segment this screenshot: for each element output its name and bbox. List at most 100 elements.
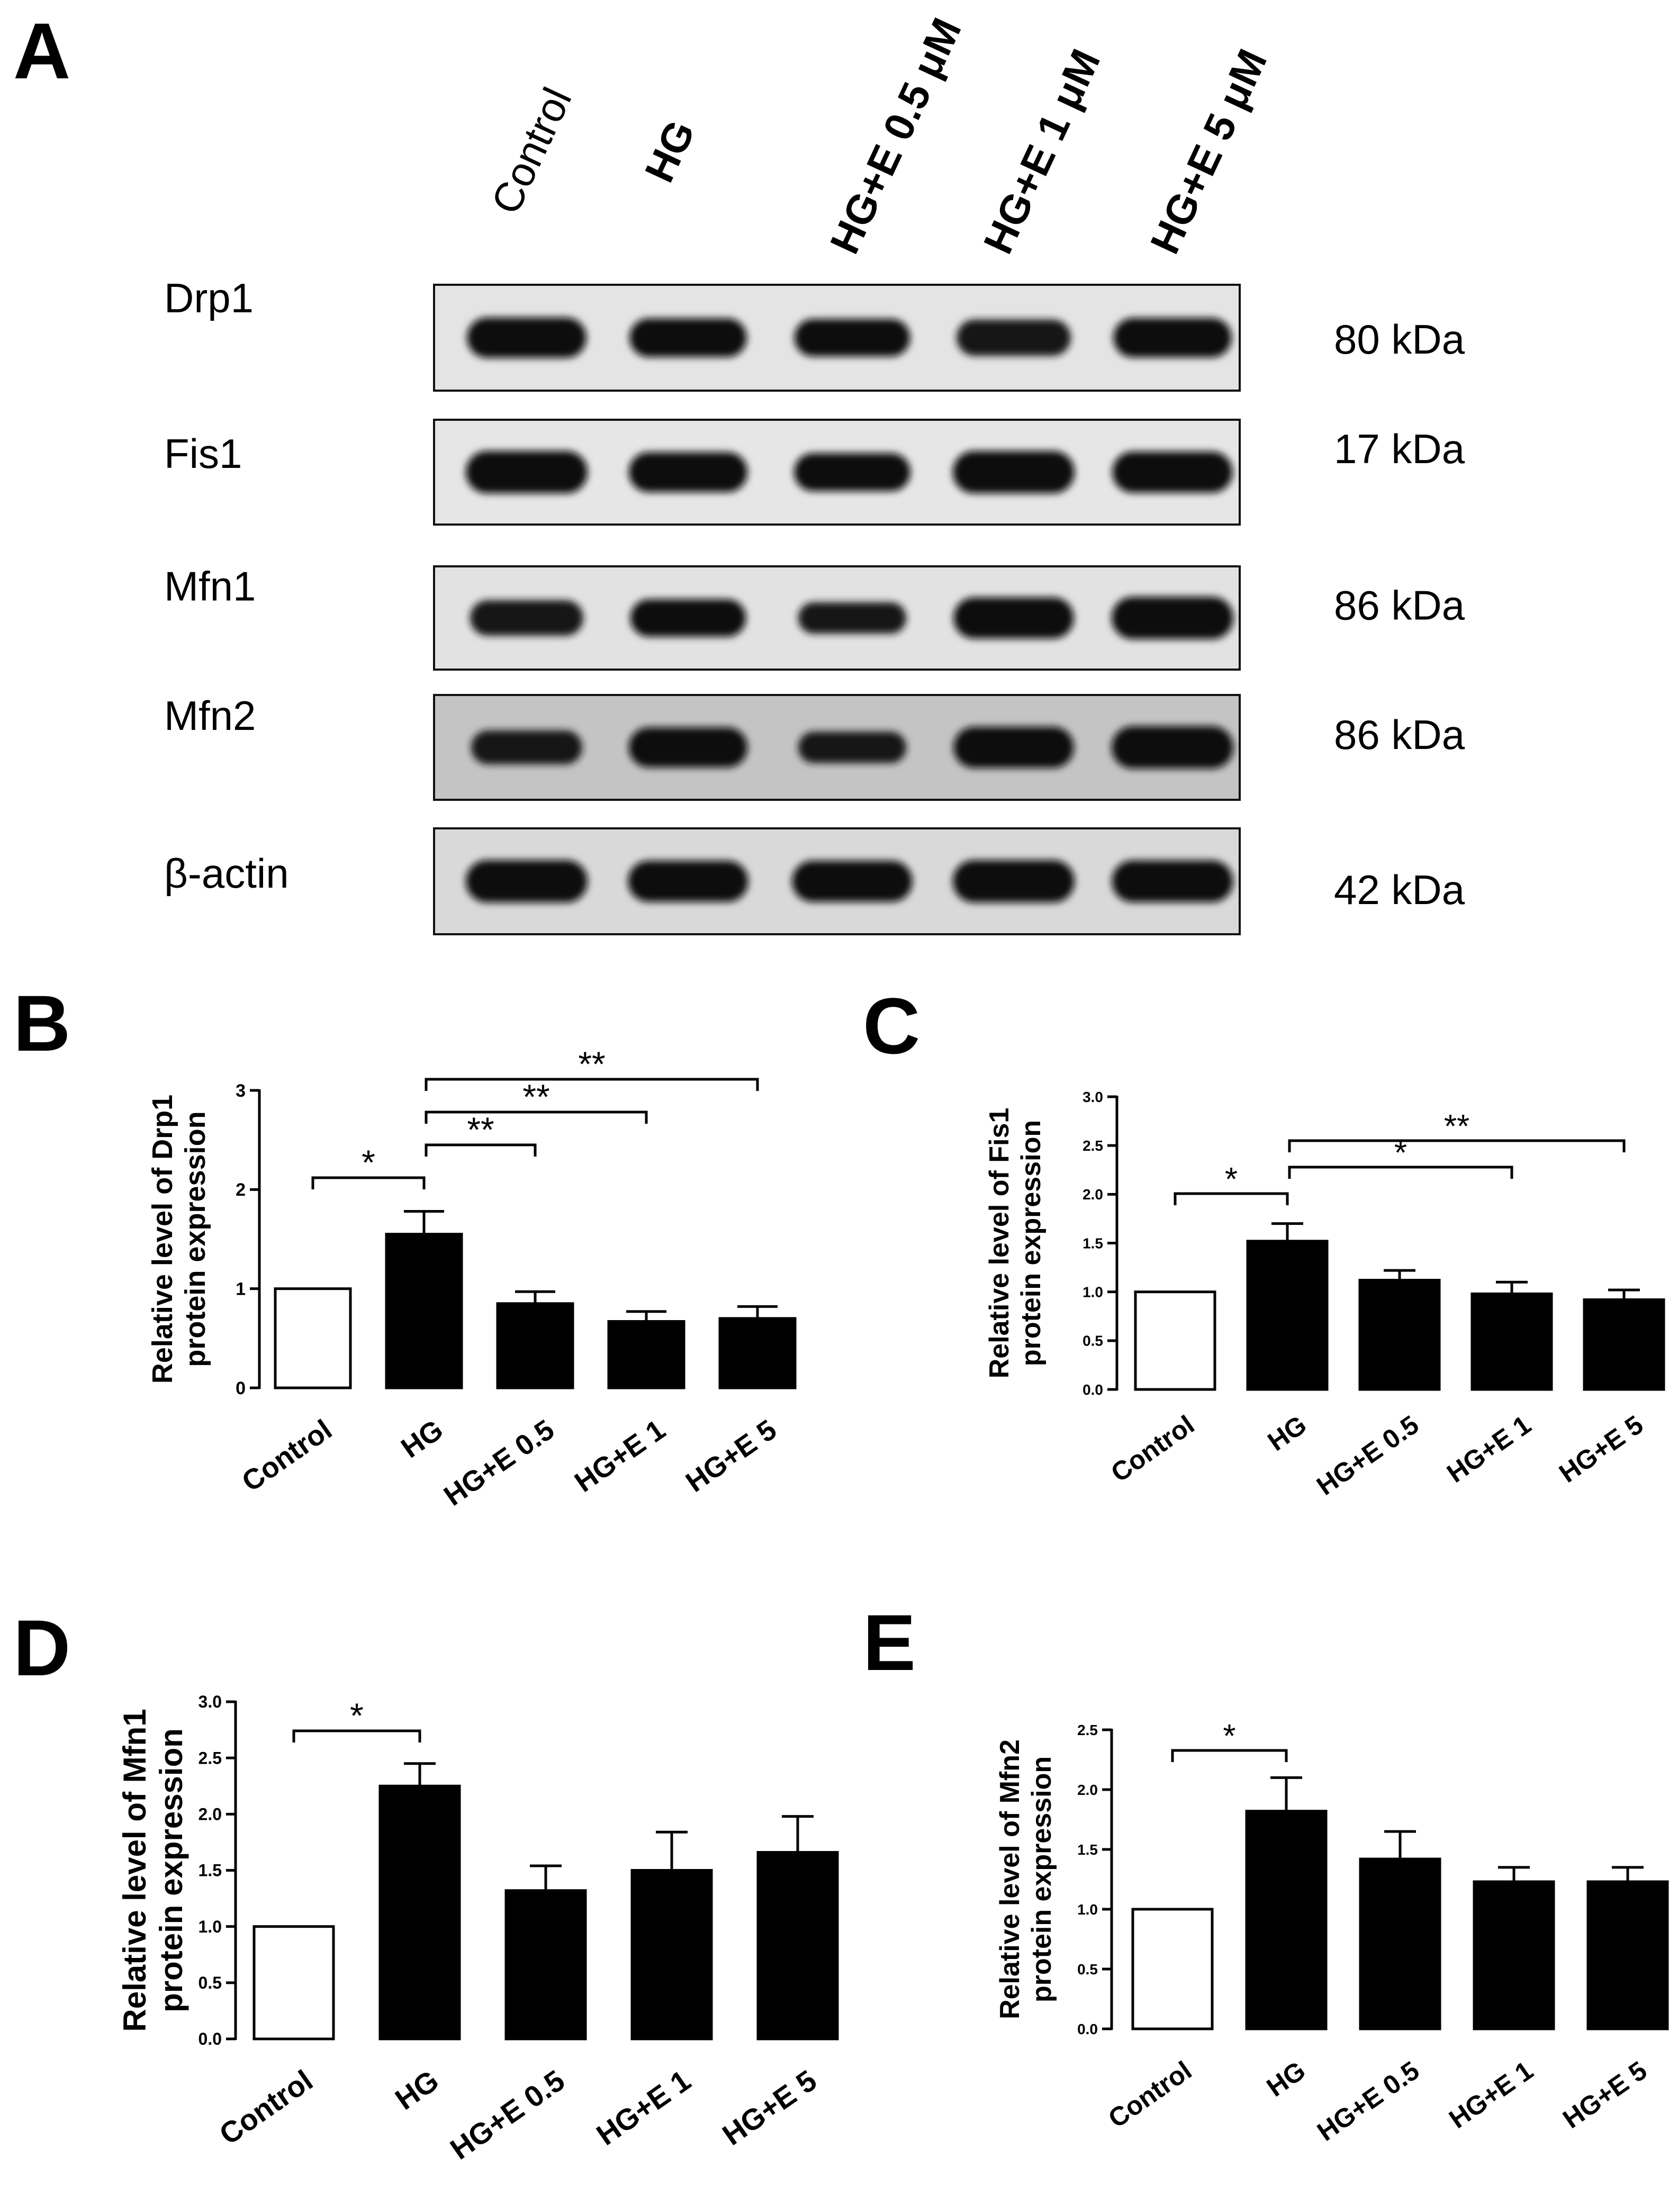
y-tick-label: 2 — [236, 1180, 246, 1200]
y-tick-label: 3 — [236, 1081, 246, 1101]
y-tick-label: 1 — [236, 1279, 246, 1299]
lane-label-hg-e-1-m: HG+E 1 μM — [975, 42, 1109, 260]
category-label-hg-e-1: HG+E 1 — [590, 2063, 697, 2152]
category-label-hg-e-5: HG+E 5 — [1554, 1410, 1648, 1488]
category-label-control: Control — [213, 2063, 319, 2151]
y-tick-label: 2.5 — [1082, 1137, 1103, 1154]
y-tick-label: 0.0 — [1082, 1382, 1103, 1398]
blot-band — [466, 860, 588, 902]
protein-label-fis1: Fis1 — [164, 430, 242, 477]
molecular-weight-drp1: 80 kDa — [1334, 316, 1465, 363]
y-tick-label: 2.0 — [1082, 1186, 1103, 1203]
y-axis-label: Relative level of Mfn2protein expression — [995, 1739, 1057, 2019]
significance-bracket — [1288, 1139, 1626, 1152]
y-tick-label: 2.5 — [199, 1748, 222, 1767]
y-axis-label: Relative level of Fis1protein expression — [984, 1108, 1047, 1379]
bar-hg — [1246, 1240, 1329, 1391]
protein-label-mfn2: Mfn2 — [164, 692, 256, 739]
blot-band — [1112, 452, 1233, 493]
significance-marker: * — [1225, 1161, 1238, 1198]
significance-bracket — [1288, 1166, 1513, 1179]
blot-band — [466, 451, 588, 493]
blot-band — [794, 319, 910, 357]
blot-band — [1112, 726, 1233, 769]
blot-row-mfn2: Mfn2 86 kDa — [164, 692, 1465, 801]
significance-marker: * — [1223, 1718, 1235, 1755]
category-label-hg-e-5: HG+E 5 — [1557, 2055, 1652, 2134]
bar-control — [1131, 1908, 1214, 2030]
y-tick-label: 1.5 — [1077, 1841, 1098, 1858]
blot-band — [1113, 318, 1232, 358]
blot-row-drp1: Drp1 80 kDa — [164, 275, 1465, 392]
bar-control — [274, 1287, 352, 1389]
category-label-hg-e-5: HG+E 5 — [716, 2063, 823, 2152]
mfn1-bar-chart: 0.0 0.5 1.0 1.5 2.0 2.5 3.0 Relative level of M… — [117, 1692, 839, 2166]
y-tick-label: 0.5 — [1082, 1333, 1103, 1349]
bar-control — [252, 1925, 335, 2041]
y-tick-label: 1.0 — [1077, 1901, 1098, 1918]
category-label-hg-e-0-5: HG+E 0.5 — [438, 1414, 560, 1512]
panel-letter-d: D — [13, 1603, 70, 1692]
y-axis-label: Relative level of Mfn1protein expression — [117, 1709, 189, 2032]
molecular-weight-mfn2: 86 kDa — [1334, 711, 1465, 758]
blot-band — [628, 727, 748, 768]
category-label-hg: HG — [389, 2063, 445, 2116]
blot-band — [953, 860, 1075, 902]
bar-hg-e-0-5 — [1358, 1279, 1441, 1391]
blot-band — [798, 732, 907, 763]
panel-letter-c: C — [863, 981, 920, 1070]
blot-band — [953, 451, 1075, 493]
molecular-weight-fis1: 17 kDa — [1334, 426, 1465, 472]
western-blot-panel: Control HG HG+E 0.5 μM HG+E 1 μM HG+E 5 μM Dr… — [164, 11, 1465, 935]
blot-band — [628, 861, 748, 902]
blot-row-fis1: Fis1 17 kDa — [164, 419, 1465, 526]
significance-bracket — [1171, 1749, 1288, 1762]
bar-hg — [385, 1233, 463, 1389]
category-label-hg-e-1: HG+E 1 — [1441, 1410, 1536, 1488]
y-tick-label: 2.0 — [1077, 1782, 1098, 1798]
category-label-hg: HG — [1262, 1410, 1312, 1457]
blot-row-mfn1: Mfn1 86 kDa — [164, 563, 1465, 671]
blot-band — [470, 600, 583, 636]
y-tick-label: 1.0 — [199, 1917, 222, 1936]
significance-marker: * — [350, 1696, 364, 1735]
panel-letter-a: A — [13, 6, 70, 95]
bar-hg-e-1 — [1473, 1880, 1555, 2030]
y-tick-label: 2.0 — [199, 1805, 222, 1824]
bar-hg-e-5 — [1583, 1298, 1665, 1391]
category-label-control: Control — [1103, 2055, 1197, 2134]
y-tick-label: 1.5 — [1082, 1235, 1103, 1251]
significance-bracket — [425, 1110, 648, 1124]
y-axis-label: Relative level of Drp1protein expression — [147, 1095, 211, 1384]
significance-marker: ** — [578, 1044, 605, 1084]
bar-hg-e-0-5 — [1359, 1857, 1441, 2030]
blot-band — [957, 319, 1071, 356]
protein-label-mfn1: Mfn1 — [164, 563, 256, 610]
blot-band — [1112, 597, 1233, 639]
protein-label-drp1: Drp1 — [164, 275, 254, 321]
category-label-hg: HG — [1261, 2055, 1311, 2102]
molecular-weight-actin: 42 kDa — [1334, 866, 1465, 913]
bar-hg-e-1 — [607, 1320, 685, 1389]
fis1-bar-chart: 0.0 0.5 1.0 1.5 2.0 2.5 3.0 Relative level of F… — [984, 1089, 1665, 1501]
category-label-hg-e-1: HG+E 1 — [1444, 2055, 1538, 2134]
blot-band — [953, 597, 1074, 639]
blot-band — [467, 317, 587, 358]
panel-letter-b: B — [13, 979, 70, 1068]
category-label-control: Control — [1106, 1410, 1200, 1488]
significance-bracket — [425, 1143, 537, 1157]
blot-band — [471, 730, 582, 764]
lane-label-hg: HG — [636, 113, 704, 189]
drp1-bar-chart: 0 1 2 3 Relative level of Drp1protein expres… — [147, 1044, 797, 1512]
category-label-hg-e-1: HG+E 1 — [569, 1414, 671, 1498]
category-label-hg-e-0-5: HG+E 0.5 — [444, 2063, 571, 2166]
blot-band — [1112, 860, 1233, 902]
y-tick-label: 0.5 — [199, 1973, 222, 1992]
lane-label-control: Control — [482, 80, 581, 221]
blot-band — [953, 727, 1074, 768]
blot-band — [798, 602, 907, 634]
blot-band — [792, 861, 913, 902]
blot-row-actin: β-actin 42 kDa — [164, 827, 1465, 935]
y-tick-label: 0.0 — [199, 2029, 222, 2048]
